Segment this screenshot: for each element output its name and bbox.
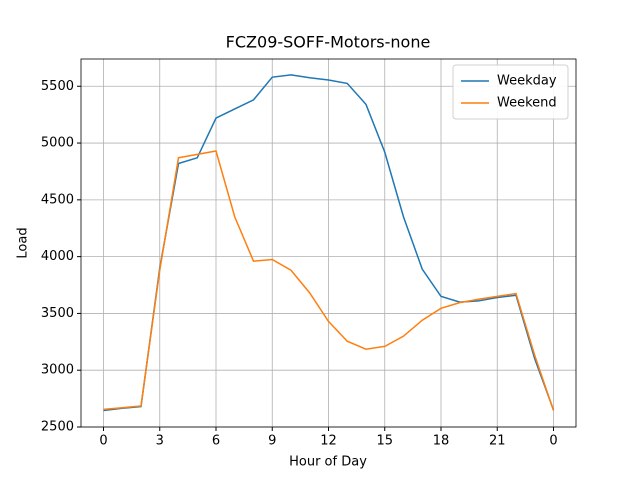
- y-tick-label: 5000: [41, 136, 74, 151]
- x-tick-label: 18: [433, 434, 450, 449]
- y-tick-label: 4000: [41, 249, 74, 264]
- x-tick-label: 0: [99, 434, 107, 449]
- y-tick-label: 3000: [41, 363, 74, 378]
- y-axis-label: Load: [16, 227, 31, 258]
- y-tick-label: 4500: [41, 192, 74, 207]
- x-tick-label: 15: [376, 434, 393, 449]
- x-tick-label: 3: [156, 434, 164, 449]
- y-tick-label: 2500: [41, 420, 74, 435]
- data-line: [103, 150, 555, 411]
- legend-box: [452, 64, 569, 120]
- y-tick-label: 5500: [41, 79, 74, 94]
- x-tick-label: 6: [212, 434, 220, 449]
- data-line: [103, 74, 555, 412]
- x-tick-label: 12: [320, 434, 337, 449]
- x-axis-label: Hour of Day: [289, 455, 367, 470]
- y-tick-label: 3500: [41, 306, 74, 321]
- x-tick-label: 0: [549, 434, 557, 449]
- chart-title: FCZ09-SOFF-Motors-none: [226, 33, 431, 52]
- legend-label: Weekend: [497, 96, 557, 111]
- axes-frame: [80, 58, 577, 428]
- x-tick-label: 9: [268, 434, 276, 449]
- legend-label: Weekday: [497, 74, 557, 89]
- x-tick-label: 21: [489, 434, 506, 449]
